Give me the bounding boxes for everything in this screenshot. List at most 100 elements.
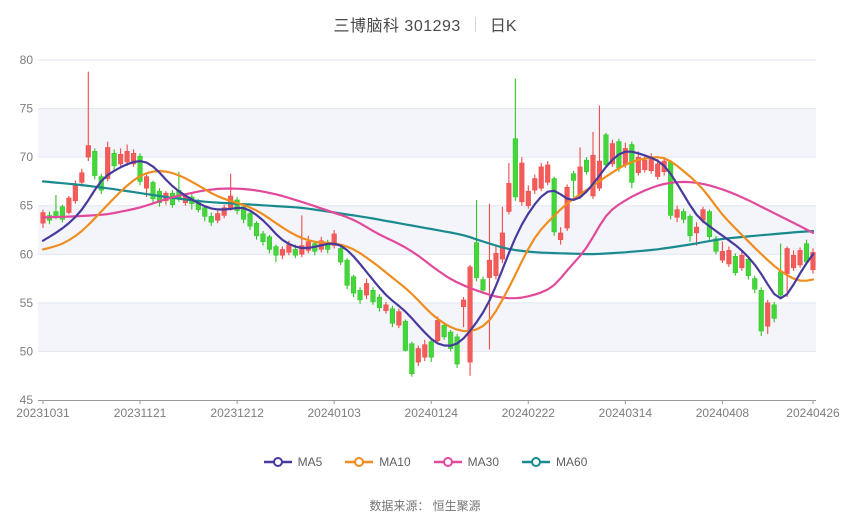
legend-item-ma10[interactable]: MA10 — [344, 455, 411, 469]
candle-body — [687, 216, 693, 237]
candle-body — [279, 249, 285, 256]
legend-item-ma5[interactable]: MA5 — [263, 455, 322, 469]
candle-body — [713, 238, 719, 252]
title-divider — [474, 16, 476, 32]
legend-label: MA60 — [556, 455, 588, 469]
candle-body — [59, 206, 65, 220]
candle-body — [124, 151, 130, 163]
candle-body — [253, 222, 260, 237]
candle-body — [137, 155, 143, 182]
candle-body — [409, 343, 415, 375]
candle-body — [376, 296, 383, 308]
x-axis-label: 20240124 — [405, 406, 459, 420]
candle-body — [784, 248, 790, 274]
candle-body — [609, 143, 615, 165]
candle-body — [648, 158, 654, 171]
candle-body — [532, 178, 538, 191]
candle-body — [202, 207, 208, 217]
candle-body — [590, 154, 596, 197]
candle-body — [797, 250, 803, 266]
candle-body — [693, 226, 700, 234]
candle-body — [292, 249, 298, 256]
x-axis-label: 20240222 — [502, 406, 556, 420]
candle-body — [448, 331, 454, 349]
y-axis-label: 70 — [20, 150, 34, 164]
candle-body — [150, 182, 156, 200]
legend: MA5 MA10 MA30 MA60 — [0, 455, 850, 469]
candle-body — [525, 190, 531, 206]
candle-body — [603, 134, 609, 166]
candle-body — [493, 253, 499, 276]
candle-body — [545, 164, 551, 183]
candle-body — [461, 299, 467, 307]
candle-body — [583, 159, 590, 172]
candle-body — [791, 255, 797, 269]
x-axis-label: 20240408 — [696, 406, 750, 420]
candle-body — [105, 147, 111, 179]
candle-body — [402, 321, 408, 351]
x-axis-label: 20231031 — [16, 406, 70, 420]
legend-label: MA30 — [467, 455, 500, 469]
candle-body — [357, 289, 363, 301]
candle-body — [338, 248, 344, 263]
chart-period-label: 日K — [489, 18, 517, 35]
ma5-line — [41, 150, 815, 347]
candle-body — [435, 320, 441, 341]
candle-body — [396, 311, 402, 326]
candle-body — [415, 348, 421, 363]
candle-body — [234, 199, 240, 211]
candle-body — [480, 279, 486, 291]
y-axis-label: 55 — [20, 296, 34, 310]
candle-body — [383, 304, 389, 311]
candle-body — [305, 241, 311, 251]
candle-body — [668, 161, 674, 216]
candle-body — [674, 209, 680, 218]
split-area-bands — [38, 108, 816, 352]
candle-body — [79, 172, 85, 183]
y-axis-label: 60 — [20, 247, 34, 261]
candle-body — [551, 178, 557, 233]
candle-body — [331, 233, 337, 246]
candle-body — [208, 216, 214, 223]
legend-line-marker-icon — [263, 457, 292, 467]
y-axis-label: 75 — [20, 102, 34, 116]
candle-body — [778, 271, 784, 296]
candle-body — [247, 213, 253, 227]
candle-body — [66, 197, 72, 213]
y-axis-label: 50 — [20, 344, 34, 358]
legend-item-ma30[interactable]: MA30 — [433, 455, 499, 469]
candle-body — [221, 207, 227, 216]
legend-label: MA10 — [379, 455, 411, 469]
legend-item-ma60[interactable]: MA60 — [521, 455, 587, 469]
candle-body — [344, 259, 350, 286]
candle-body — [642, 159, 648, 171]
candle-body — [473, 242, 480, 278]
candle-body — [143, 176, 150, 189]
candle-body — [765, 302, 771, 327]
candle-body — [370, 289, 376, 303]
candle-body — [118, 153, 124, 165]
candle-body — [506, 183, 512, 212]
candle-body — [486, 259, 493, 278]
candle-body — [635, 156, 641, 173]
x-axis-label: 20231121 — [114, 406, 167, 420]
candle-body — [538, 166, 544, 189]
candle-body — [719, 251, 725, 261]
candle-body — [771, 304, 777, 319]
candle-body — [266, 236, 273, 250]
ma10-line — [41, 156, 815, 333]
candle-body — [131, 153, 137, 165]
candle-body — [85, 145, 91, 158]
x-axis-label: 20240426 — [786, 406, 840, 420]
candle-body — [299, 245, 305, 255]
candle-body — [519, 162, 525, 203]
candle-body — [53, 211, 59, 217]
ma30-line — [41, 180, 815, 300]
candle-body — [454, 336, 460, 365]
data-source-note: 数据来源： 恒生聚源 — [369, 499, 481, 513]
candle-body — [351, 276, 357, 294]
candle-body — [752, 278, 758, 290]
